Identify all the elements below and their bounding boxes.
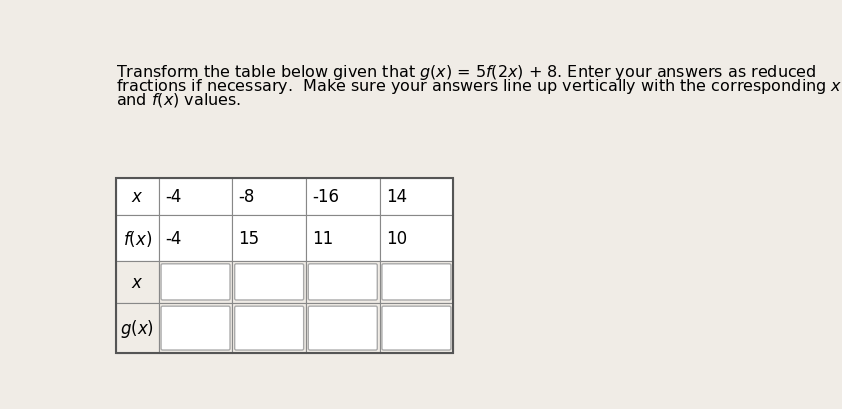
Bar (159, 261, 232, 303)
Bar (306, 261, 380, 303)
FancyBboxPatch shape (308, 306, 377, 350)
Bar (306, 215, 380, 261)
Bar (306, 303, 380, 353)
Bar (159, 215, 232, 261)
Text: $x$: $x$ (131, 273, 144, 291)
FancyBboxPatch shape (308, 264, 377, 300)
Bar (116, 261, 159, 303)
Bar (380, 261, 453, 303)
Text: $f(x)$: $f(x)$ (123, 228, 152, 248)
Text: -16: -16 (312, 188, 339, 206)
Text: and $f(x)$ values.: and $f(x)$ values. (116, 90, 242, 108)
FancyBboxPatch shape (161, 264, 230, 300)
Bar (159, 303, 232, 353)
Bar (116, 303, 159, 353)
FancyBboxPatch shape (235, 306, 304, 350)
Bar (232, 215, 306, 261)
Bar (116, 215, 159, 261)
Bar (232, 178, 306, 215)
FancyBboxPatch shape (235, 264, 304, 300)
Bar (306, 178, 380, 215)
Text: fractions if necessary.  Make sure your answers line up vertically with the corr: fractions if necessary. Make sure your a… (116, 77, 842, 96)
Bar (232, 261, 306, 303)
Bar (159, 178, 232, 215)
Text: 11: 11 (312, 229, 333, 247)
Text: -4: -4 (165, 188, 181, 206)
FancyBboxPatch shape (382, 264, 451, 300)
Text: -8: -8 (238, 188, 255, 206)
Bar (380, 215, 453, 261)
Bar (116, 178, 159, 215)
Bar (232, 303, 306, 353)
Text: Transform the table below given that $g(x)$ = $5f(2x)$ + 8. Enter your answers a: Transform the table below given that $g(… (116, 63, 817, 82)
Text: -4: -4 (165, 229, 181, 247)
Text: $g(x)$: $g(x)$ (120, 317, 154, 339)
FancyBboxPatch shape (382, 306, 451, 350)
FancyBboxPatch shape (161, 306, 230, 350)
Bar (380, 178, 453, 215)
Text: 14: 14 (386, 188, 407, 206)
Text: 15: 15 (238, 229, 259, 247)
Text: 10: 10 (386, 229, 407, 247)
Bar (116, 178, 453, 353)
Text: $x$: $x$ (131, 188, 144, 206)
Bar (380, 303, 453, 353)
